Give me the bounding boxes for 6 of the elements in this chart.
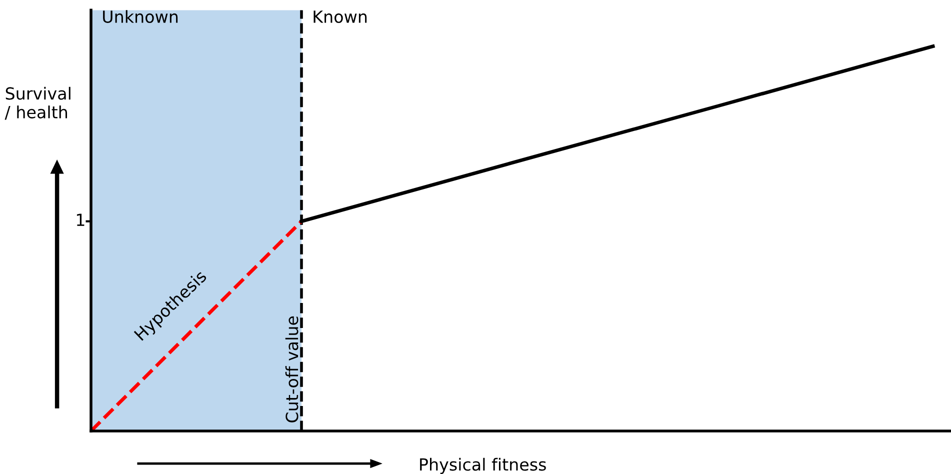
text: Known (314, 10, 367, 23)
annotation: Cut-off value (285, 316, 298, 422)
text: Unknown (103, 10, 178, 23)
y-axis-title: Survival / health (4, 86, 70, 120)
text: 1 (76, 214, 84, 226)
x-axis-title: Physical fitness (420, 458, 546, 474)
